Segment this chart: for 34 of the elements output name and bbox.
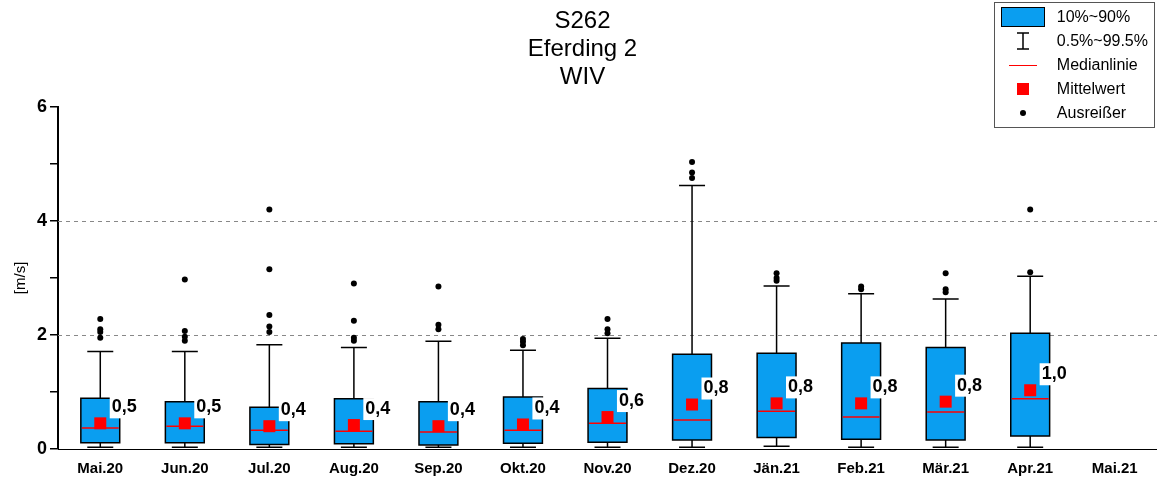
x-tick-label: Sep.20 [414, 459, 463, 477]
x-tick-label: Aug.20 [328, 459, 379, 477]
annotation: 0,4 [534, 397, 560, 418]
x-tick-label: Jän.21 [753, 459, 800, 477]
x-tick-label: Mär.21 [922, 459, 970, 477]
x-tick-label: Feb.21 [837, 459, 885, 477]
annotation: 0,4 [449, 399, 475, 420]
x-tick-label: Apr.21 [1007, 459, 1054, 477]
x-tick-label: Mai.20 [77, 459, 124, 477]
x-tick-label: Okt.20 [500, 459, 546, 477]
x-tick-label: Jun.20 [161, 459, 209, 477]
x-tick-label: Jul.20 [248, 459, 291, 477]
y-tick-label: 4 [37, 209, 48, 230]
y-axis-title: [m/s] [11, 261, 29, 295]
legend-label: 10%~90% [1056, 7, 1131, 27]
x-tick-label: Mai.21 [1091, 459, 1138, 477]
legend-frame: 10%~90% 0.5%~99.5% Medianlinie Mittelwert Ausreißer [993, 2, 1155, 128]
y-tick-label: 2 [37, 323, 48, 344]
y-tick-label: 6 [37, 95, 48, 116]
annotation: 0,8 [703, 377, 729, 398]
annotation: 1,0 [1041, 363, 1067, 384]
x-tick-label: Dez.20 [668, 459, 716, 477]
annotation: 0,8 [957, 374, 983, 395]
annotation: 0,6 [618, 390, 644, 411]
annotation: 0,5 [196, 396, 222, 417]
annotation: 0,8 [872, 376, 898, 397]
y-tick-label: 0 [37, 437, 48, 458]
annotation: Ausreißer [1056, 103, 1127, 123]
x-tick-label: Nov.20 [583, 459, 632, 477]
annotation: 0,4 [365, 398, 391, 419]
annotation: 0,8 [788, 376, 814, 397]
annotation: 0,5 [111, 396, 137, 417]
annotation: 0,4 [280, 399, 306, 420]
chart-title: S262 Eferding 2 WIV [527, 6, 638, 89]
